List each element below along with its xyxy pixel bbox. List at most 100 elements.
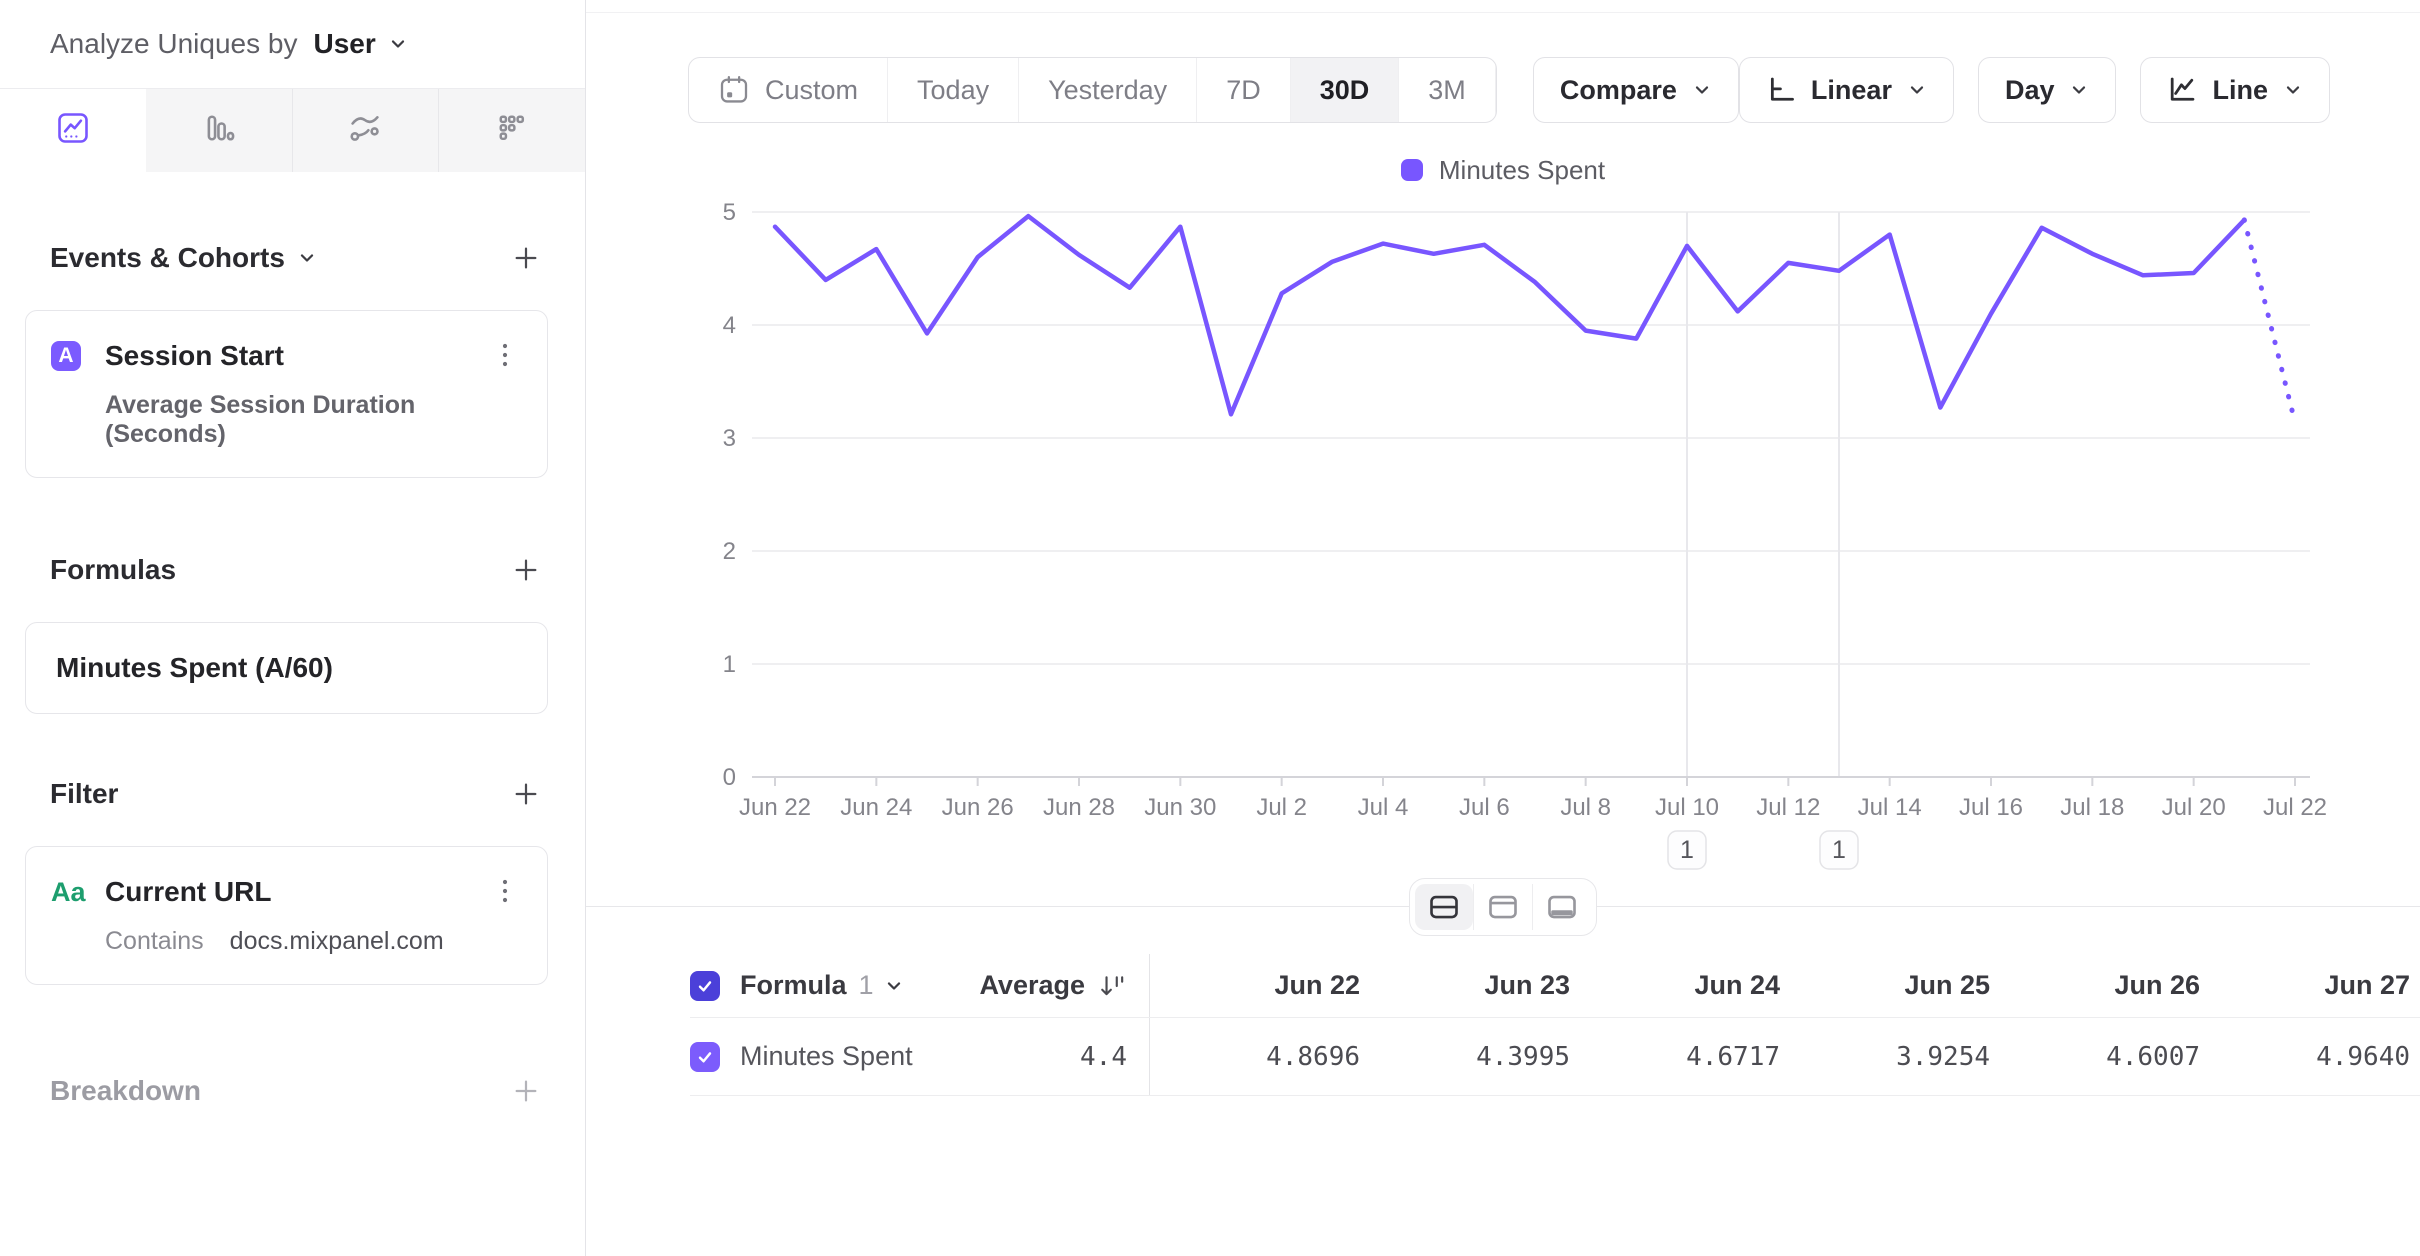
series-line-incomplete-segment	[2241, 217, 2298, 425]
chart-type-label: Line	[2212, 74, 2268, 105]
formulas-header: Formulas	[25, 548, 548, 592]
select-all-checkbox[interactable]	[690, 970, 720, 1001]
y-axis-label: 1	[723, 651, 736, 678]
analyze-uniques-header: Analyze Uniques by User	[0, 0, 585, 89]
tab-bar-chart[interactable]	[146, 89, 292, 172]
formula-column-header[interactable]: Formula	[740, 970, 847, 1000]
y-axis-label: 3	[723, 425, 736, 452]
date-column-header[interactable]: Jun 23	[1484, 970, 1570, 1000]
table-header-row: Formula 1 Average Jun 22 Jun 23 Jun 24 Jun …	[690, 954, 2420, 1018]
cell-value: 4.6717	[1686, 1041, 1780, 1072]
split-view-button[interactable]	[1415, 884, 1473, 930]
report-type-tabs	[0, 89, 585, 172]
chart-table-divider	[586, 878, 2420, 936]
chart-only-view-button[interactable]	[1474, 884, 1532, 930]
filter-card-current-url[interactable]: Aa Current URL Contains docs.mixpanel.com	[25, 846, 548, 985]
retention-grid-tab-icon	[494, 110, 530, 151]
date-column-header[interactable]: Jun 27	[2324, 970, 2410, 1000]
breakdown-title: Breakdown	[50, 1075, 201, 1106]
tab-insights-line[interactable]	[0, 89, 146, 172]
filter-value[interactable]: docs.mixpanel.com	[229, 927, 444, 955]
flows-tab-icon	[347, 110, 383, 151]
x-axis-label: Jun 28	[1043, 794, 1115, 821]
analyze-uniques-label: Analyze Uniques by	[50, 28, 298, 59]
annotation-marker[interactable]	[1667, 830, 1707, 870]
filter-operator[interactable]: Contains	[105, 927, 204, 955]
event-aggregation[interactable]: Average Session Duration (Seconds)	[105, 391, 416, 448]
legend-swatch	[1400, 159, 1423, 181]
chart-type-dropdown[interactable]: Line	[2140, 57, 2330, 123]
event-name[interactable]: Session Start	[105, 340, 284, 371]
x-axis-label: Jul 20	[2162, 794, 2226, 821]
formula-index: 1	[858, 970, 874, 1000]
average-column-header[interactable]: Average	[979, 970, 1085, 1000]
cell-value: 4.6007	[2106, 1041, 2200, 1072]
annotation-marker-label: 1	[1832, 836, 1846, 864]
x-axis-label: Jun 26	[942, 794, 1014, 821]
add-breakdown-button[interactable]	[504, 1069, 548, 1113]
breakdown-header: Breakdown	[25, 1069, 548, 1113]
date-range-6m[interactable]: 6M	[1494, 58, 1496, 122]
x-axis-label: Jul 8	[1560, 794, 1611, 821]
tab-retention-grid[interactable]	[438, 89, 585, 172]
tab-flows[interactable]	[291, 89, 439, 172]
x-axis-label: Jul 22	[2263, 794, 2327, 821]
linear-scale-icon	[1770, 77, 1794, 101]
event-card-session-start[interactable]: A Session Start Average Session Duration…	[25, 310, 548, 478]
annotation-marker[interactable]	[1819, 830, 1859, 870]
chart-legend: Minutes Spent	[586, 155, 2420, 185]
date-column-header[interactable]: Jun 24	[1694, 970, 1780, 1000]
formulas-title: Formulas	[50, 554, 177, 585]
scale-dropdown[interactable]: Linear	[1738, 57, 1954, 123]
x-axis-label: Jul 18	[2060, 794, 2124, 821]
x-axis-label: Jul 16	[1959, 794, 2023, 821]
date-column-header[interactable]: Jun 25	[1904, 970, 1990, 1000]
query-builder-body: Events & Cohorts A Session Start	[0, 172, 585, 1113]
formula-expression[interactable]: Minutes Spent (A/60)	[56, 652, 333, 683]
date-column-header[interactable]: Jun 22	[1274, 970, 1360, 1000]
series-checkbox[interactable]	[690, 1041, 720, 1072]
date-range-30d[interactable]: 30D	[1289, 58, 1399, 122]
sort-icon[interactable]	[1099, 973, 1127, 999]
scale-label: Linear	[1810, 74, 1892, 105]
chevron-down-icon[interactable]	[297, 248, 317, 268]
query-builder-sidebar: Analyze Uniques by User	[0, 0, 586, 1256]
date-range-3m[interactable]: 3M	[1398, 58, 1495, 122]
y-axis-label: 2	[723, 538, 736, 565]
results-table: Formula 1 Average Jun 22 Jun 23 Jun 24 Jun …	[586, 954, 2420, 1096]
date-range-custom[interactable]: Custom	[689, 58, 887, 122]
interval-dropdown[interactable]: Day	[1977, 57, 2117, 123]
annotation-marker-label: 1	[1680, 836, 1694, 864]
date-column-header[interactable]: Jun 26	[2114, 970, 2200, 1000]
filter-property-name[interactable]: Current URL	[105, 876, 272, 907]
date-range-today[interactable]: Today	[887, 58, 1018, 122]
kebab-menu-icon[interactable]	[493, 873, 517, 911]
series-name[interactable]: Minutes Spent	[740, 1041, 913, 1071]
compare-label: Compare	[1559, 74, 1677, 105]
compare-button[interactable]: Compare	[1532, 57, 1739, 123]
series-line-minutes-spent[interactable]	[772, 213, 2247, 417]
date-range-yesterday[interactable]: Yesterday	[1018, 58, 1196, 122]
kebab-menu-icon[interactable]	[493, 337, 517, 375]
chevron-down-icon	[2286, 86, 2300, 94]
cell-value: 4.9640	[2316, 1041, 2410, 1072]
x-axis-label: Jul 12	[1756, 794, 1820, 821]
formula-card[interactable]: Minutes Spent (A/60)	[25, 622, 548, 714]
divider	[1473, 884, 1474, 930]
y-axis-label: 5	[723, 199, 736, 226]
add-formula-button[interactable]	[504, 548, 548, 592]
view-toggle-group	[1409, 878, 1597, 936]
cell-value: 3.9254	[1896, 1041, 1990, 1072]
date-range-7d[interactable]: 7D	[1196, 58, 1290, 122]
add-filter-button[interactable]	[504, 772, 548, 816]
x-axis-label: Jul 2	[1256, 794, 1307, 821]
top-divider	[586, 12, 2420, 13]
filter-title: Filter	[50, 778, 119, 809]
x-axis-label: Jul 4	[1358, 794, 1409, 821]
analyze-uniques-value-dropdown[interactable]: User	[313, 28, 376, 59]
table-only-view-button[interactable]	[1533, 884, 1591, 930]
chevron-down-icon[interactable]	[884, 976, 904, 996]
add-event-button[interactable]	[504, 236, 548, 280]
chart-toolbar: CustomTodayYesterday7D30D3M6M12M Compare…	[688, 57, 2330, 123]
